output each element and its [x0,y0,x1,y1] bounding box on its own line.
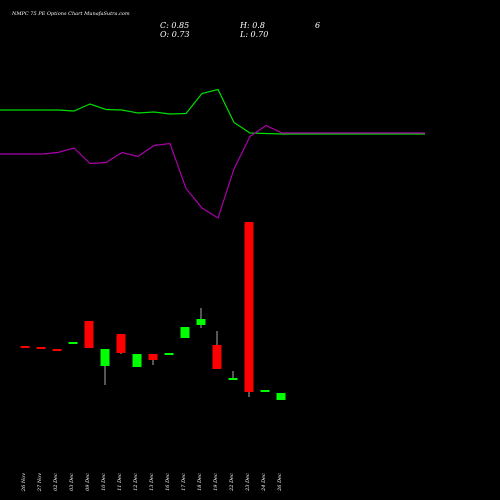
x-tick-label: 09 Dec [85,473,91,491]
x-tick-label: 03 Dec [69,473,75,491]
x-tick-label: 26 Nov [21,473,27,492]
x-tick-label: 16 Dec [165,473,171,491]
x-tick-label: 23 Dec [245,473,251,492]
x-tick-label: 26 Dec [277,473,283,492]
high-value: H: 0.8 [240,21,265,30]
x-tick-label: 17 Dec [181,473,187,491]
x-tick-label: 13 Dec [149,473,155,491]
x-tick-label: 02 Dec [53,473,59,491]
x-tick-label: 22 Dec [229,473,235,492]
candle-up [228,378,238,380]
candle-down [52,349,62,351]
candle-down [148,354,158,360]
candle-up [276,393,286,400]
x-tick-label: 18 Dec [197,473,203,491]
candle-down [20,346,30,348]
candle-up [164,353,174,355]
x-tick-label: 12 Dec [133,473,139,491]
candle-down [36,347,46,349]
candle-up [100,349,110,366]
indicator-line-2 [0,124,425,219]
candle-up [68,342,78,344]
chart-title: NMPC 75 PE Options Chart MunafaSutra.com [12,11,130,17]
x-tick-label: 10 Dec [101,473,107,491]
x-tick-label: 11 Dec [117,473,123,491]
candle-up [132,354,142,367]
low-value: L: 0.70 [240,30,269,39]
candle-down [244,222,254,392]
candle-up [260,390,270,392]
candle-down [212,345,222,369]
indicator-line-1 [0,88,425,135]
x-tick-label: 19 Dec [213,473,219,491]
x-tick-label: 27 Nov [37,473,43,492]
candle-down [84,321,94,348]
high-value-extra: 6 [315,21,321,30]
x-tick-label: 24 Dec [261,473,267,492]
close-value: C: 0.85 [160,21,190,30]
candle-up [196,319,206,325]
candle-down [116,334,126,353]
open-value: O: 0.73 [160,30,190,39]
candle-up [180,327,190,338]
